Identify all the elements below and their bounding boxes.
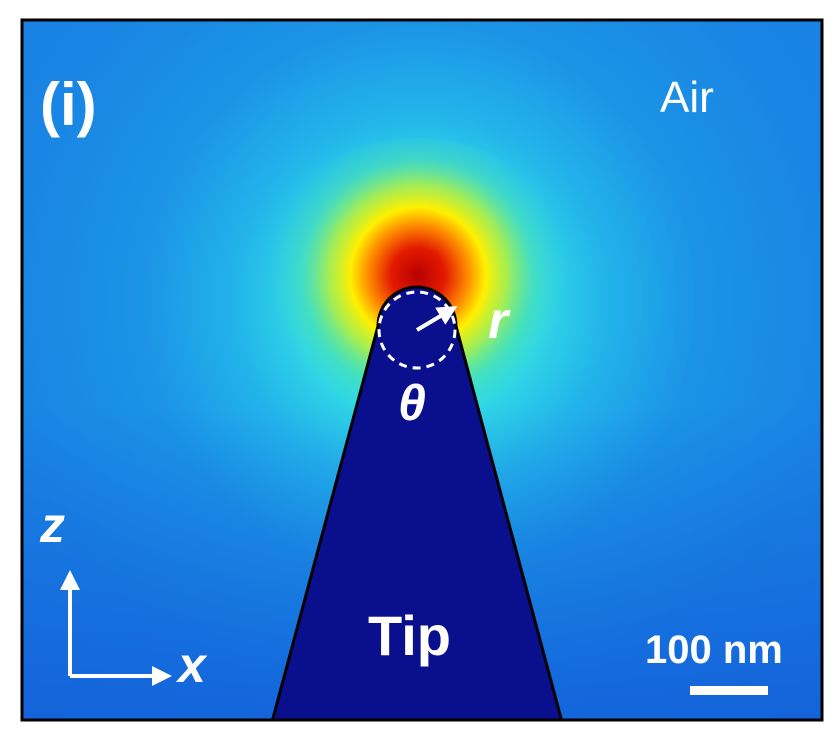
air-label: Air [660,73,714,122]
tip-label: Tip [368,604,451,667]
x-axis-label: x [175,637,208,693]
radius-arrow [415,305,458,332]
apex-circle [377,290,457,370]
radius-symbol: r [488,292,511,350]
scale-bar [690,686,768,695]
scale-bar-label: 100 nm [645,628,783,672]
panel-label: (i) [40,71,97,138]
z-axis-label: z [39,497,65,553]
coordinate-axes [60,570,172,686]
figure-frame [20,18,824,722]
angle-symbol: θ [398,375,426,431]
